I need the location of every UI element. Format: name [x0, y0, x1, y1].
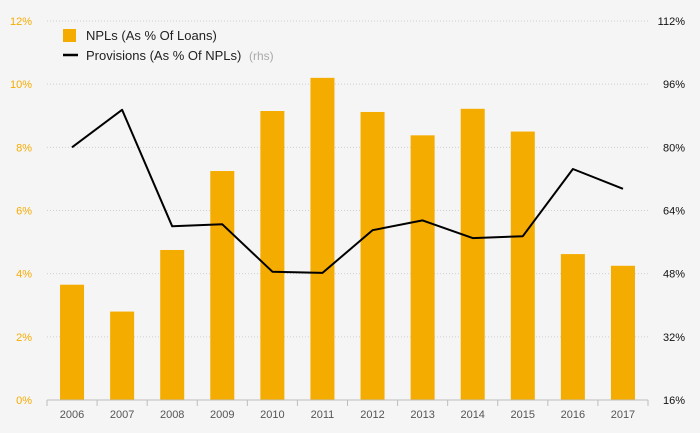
npl-bar-2015: [510, 131, 535, 400]
left-tick-label: 2%: [16, 332, 32, 344]
x-tick-label: 2008: [160, 409, 184, 421]
left-axis-ticks: 0% 2% 4% 6% 8% 10% 12%: [10, 16, 32, 407]
legend-provisions-rhs: (rhs): [249, 49, 274, 63]
x-axis-ticks: 2006 2007 2008 2009 2010 2011 2012 2013 2014 2015…: [60, 409, 635, 421]
provisions-line: [71, 108, 624, 274]
legend-npl-swatch: [63, 29, 76, 42]
x-tick-label: 2006: [60, 409, 84, 421]
x-tick-label: 2011: [311, 409, 335, 421]
legend-npl-label: NPLs (As % Of Loans): [86, 28, 217, 43]
left-tick-label: 0%: [16, 395, 32, 407]
x-axis-baseline: [46, 399, 649, 406]
right-tick-label: 16%: [663, 395, 685, 407]
right-tick-label: 112%: [658, 16, 686, 28]
x-tick-label: 2014: [460, 409, 484, 421]
npl-bar-2014: [460, 108, 485, 400]
x-tick-label: 2012: [360, 409, 384, 421]
provisions-line-layer: [71, 108, 624, 274]
npl-bar-2008: [160, 249, 185, 400]
legend-provisions-label: Provisions (As % Of NPLs) (rhs): [86, 48, 274, 63]
gridlines: [47, 20, 648, 338]
right-axis-ticks: 16% 32% 48% 64% 80% 96% 112%: [658, 16, 686, 407]
x-tick-label: 2010: [260, 409, 284, 421]
npl-bar-2006: [60, 284, 85, 400]
legend: NPLs (As % Of Loans) Provisions (As % Of…: [63, 28, 274, 63]
right-tick-label: 32%: [663, 332, 685, 344]
right-tick-label: 64%: [663, 206, 685, 218]
x-tick-label: 2017: [611, 409, 635, 421]
left-tick-label: 12%: [10, 16, 32, 28]
left-tick-label: 4%: [16, 269, 32, 281]
x-tick-label: 2007: [110, 409, 134, 421]
npl-bar-2007: [110, 311, 135, 400]
left-tick-label: 8%: [16, 142, 32, 154]
left-tick-label: 10%: [10, 79, 32, 91]
npl-bar-2009: [210, 171, 235, 400]
npl-bars: [60, 77, 635, 401]
x-tick-label: 2013: [410, 409, 434, 421]
npl-bar-2011: [310, 77, 335, 400]
left-tick-label: 6%: [16, 206, 32, 218]
right-tick-label: 80%: [663, 142, 685, 154]
npl-bar-2010: [260, 111, 285, 400]
npl-bar-2017: [610, 265, 635, 400]
right-tick-label: 96%: [663, 79, 685, 91]
npl-bar-2013: [410, 135, 435, 400]
right-tick-label: 48%: [663, 269, 685, 281]
npl-bar-2012: [360, 111, 385, 401]
npl-bar-2016: [560, 254, 585, 400]
x-tick-label: 2015: [511, 409, 535, 421]
x-tick-label: 2009: [210, 409, 234, 421]
legend-provisions-name: Provisions (As % Of NPLs): [86, 48, 241, 63]
x-tick-label: 2016: [561, 409, 585, 421]
